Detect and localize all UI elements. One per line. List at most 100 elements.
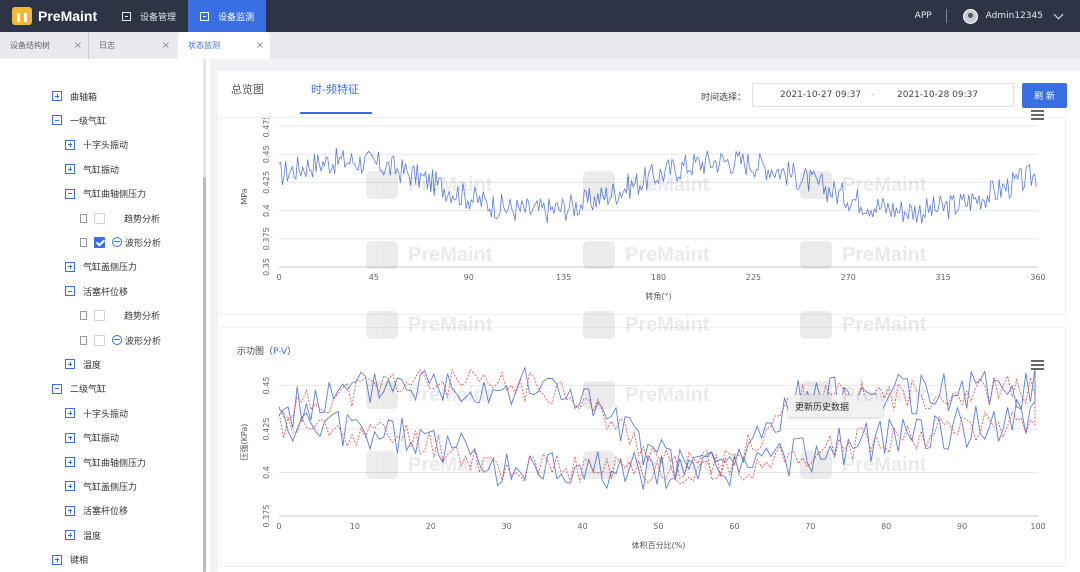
expand-icon[interactable] [65, 359, 75, 370]
chevron-down-icon[interactable] [1053, 9, 1064, 19]
username[interactable]: Admin12345 [985, 11, 1043, 21]
expand-icon[interactable] [65, 139, 75, 150]
context-menu-update-history[interactable]: 更新历史数据 [788, 395, 883, 417]
tree-node-label: 温度 [83, 531, 102, 542]
tree-node[interactable]: 键相 [52, 551, 88, 569]
tree-node[interactable]: 十字头振动 [65, 136, 128, 154]
menu-icon[interactable] [1031, 110, 1044, 120]
y-tick-label: 0.4 [262, 466, 271, 479]
tree-node[interactable]: 活塞杆位移 [65, 502, 128, 520]
title-prefix: 示功图（ [237, 347, 274, 357]
pressure-series-line [278, 147, 1037, 224]
pv-series-line-measured [278, 365, 1036, 490]
expand-icon[interactable] [52, 554, 62, 565]
file-icon [80, 335, 87, 345]
tree-node-label: 活塞杆位移 [83, 507, 129, 518]
tree-node[interactable]: 一级气缸 [52, 111, 106, 129]
tab-time-frequency[interactable]: 时-频特征 [311, 83, 359, 96]
tree-node[interactable]: 温度 [65, 355, 101, 373]
tree-node-label: 趋势分析 [124, 214, 161, 225]
tree-checkbox[interactable] [94, 236, 105, 248]
brand[interactable]: PreMaint [0, 0, 110, 32]
file-icon [80, 237, 87, 247]
x-tick-label: 80 [881, 522, 891, 531]
tab-log[interactable]: 日志 × [88, 32, 176, 59]
tab-overview[interactable]: 总览图 [231, 83, 264, 96]
close-icon[interactable]: × [73, 40, 82, 51]
tree-node-label: 活塞杆位移 [83, 287, 129, 298]
x-tick-label: 0 [276, 522, 281, 531]
tree-node-label: 趋势分析 [124, 312, 161, 323]
divider [945, 9, 947, 23]
tab-status-monitoring[interactable]: 状态监测 × [178, 32, 270, 59]
tree-node[interactable]: 曲轴箱 [52, 87, 97, 105]
expand-icon[interactable] [65, 432, 75, 443]
tree-node[interactable]: 二级气缸 [52, 380, 106, 398]
tree-node[interactable]: 活塞杆位移 [65, 282, 128, 300]
y-axis-label: MPa [240, 188, 249, 204]
expand-icon[interactable] [65, 530, 75, 541]
nav-device-management[interactable]: 设备管理 [110, 0, 188, 32]
tree-node-label: 十字头振动 [83, 409, 129, 420]
tree-node[interactable]: 气缸曲轴侧压力 [65, 453, 146, 471]
tree-node[interactable]: 气缸盖侧压力 [65, 477, 137, 495]
tree-node-label: 键相 [70, 556, 89, 567]
date-end[interactable]: 2021-10-28 09:37 [897, 90, 979, 100]
tree-checkbox[interactable] [94, 212, 105, 224]
x-tick-label: 20 [426, 522, 436, 531]
tab-device-tree[interactable]: 设备结构树 × [0, 32, 88, 59]
x-tick-label: 45 [369, 273, 379, 282]
x-tick-label: 135 [556, 273, 571, 282]
tree-node-label: 气缸盖侧压力 [83, 482, 138, 493]
avatar[interactable] [962, 8, 978, 24]
tree-checkbox[interactable] [94, 310, 105, 322]
tree-node-label: 十字头振动 [83, 141, 129, 152]
tree-node[interactable]: 十字头振动 [65, 404, 128, 422]
tree-node[interactable]: 气缸盖侧压力 [65, 258, 137, 276]
scrollbar-thumb[interactable] [203, 177, 206, 572]
menu-icon[interactable] [1031, 360, 1044, 370]
x-tick-label: 100 [1030, 522, 1045, 531]
sidebar-scrollbar[interactable] [203, 59, 206, 572]
expand-icon[interactable] [65, 457, 75, 467]
y-tick-label: 0.425 [262, 171, 271, 194]
collapse-icon[interactable] [52, 115, 62, 126]
tree-node-label: 二级气缸 [70, 385, 107, 396]
tree-node-label: 曲轴箱 [70, 92, 98, 103]
refresh-button[interactable]: 刷 新 [1022, 83, 1067, 108]
tree-node[interactable]: 趋势分析 [80, 307, 160, 325]
tree-node[interactable]: 温度 [65, 526, 101, 544]
collapse-icon[interactable] [65, 286, 75, 297]
tree-node[interactable]: 波形分析 [80, 331, 161, 349]
expand-icon[interactable] [52, 91, 62, 101]
x-axis-label: 转角(°) [645, 291, 671, 301]
close-icon[interactable]: × [255, 40, 264, 51]
tree-node[interactable]: 气缸振动 [65, 429, 119, 447]
expand-icon[interactable] [65, 164, 75, 175]
tree-node[interactable]: 气缸曲轴侧压力 [65, 185, 146, 203]
nav-label: 设备管理 [140, 12, 177, 23]
expand-icon[interactable] [65, 261, 75, 272]
y-tick-label: 0.375 [262, 505, 271, 528]
tree-node-label: 波形分析 [125, 336, 162, 347]
tree-node[interactable]: 趋势分析 [80, 209, 160, 227]
y-tick-label: 0.45 [262, 145, 271, 163]
close-icon[interactable]: × [161, 40, 170, 51]
tree-node[interactable]: 气缸振动 [65, 160, 119, 178]
tree-node[interactable]: 波形分析 [80, 233, 161, 251]
tree-checkbox[interactable] [94, 334, 105, 346]
app-link[interactable]: APP [914, 11, 932, 21]
expand-icon[interactable] [65, 481, 75, 492]
tab-label: 设备结构树 [10, 41, 50, 50]
collapse-icon[interactable] [52, 383, 62, 394]
title-suffix: ） [287, 347, 297, 357]
tree-node-label: 气缸曲轴侧压力 [83, 458, 147, 469]
date-start[interactable]: 2021-10-27 09:37 [780, 90, 862, 100]
chart-title: 示功图（P-V） [237, 344, 296, 357]
y-tick-label: 0.475 [262, 118, 271, 137]
collapse-icon[interactable] [65, 188, 75, 199]
date-range-picker[interactable]: 2021-10-27 09:37 - 2021-10-28 09:37 [752, 83, 1014, 107]
expand-icon[interactable] [65, 505, 75, 516]
expand-icon[interactable] [65, 408, 75, 419]
nav-device-monitoring[interactable]: 设备监测 [188, 0, 267, 32]
